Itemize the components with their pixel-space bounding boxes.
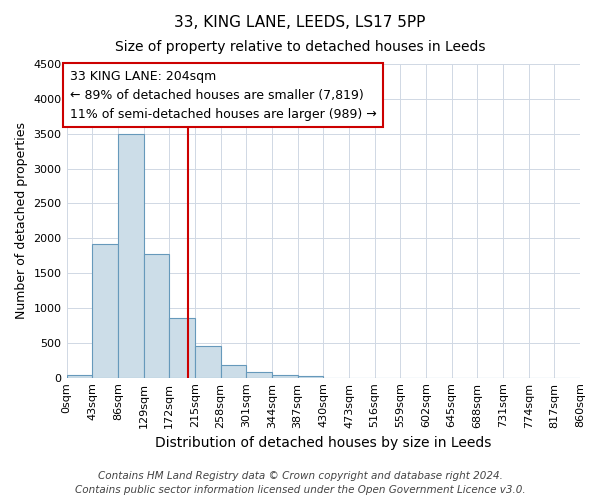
Y-axis label: Number of detached properties: Number of detached properties — [15, 122, 28, 320]
Bar — [221, 365, 246, 378]
Bar — [272, 375, 298, 378]
Bar — [118, 134, 143, 378]
Text: 33 KING LANE: 204sqm
← 89% of detached houses are smaller (7,819)
11% of semi-de: 33 KING LANE: 204sqm ← 89% of detached h… — [70, 70, 376, 120]
Bar — [298, 376, 323, 378]
Bar — [169, 318, 195, 378]
X-axis label: Distribution of detached houses by size in Leeds: Distribution of detached houses by size … — [155, 436, 491, 450]
Bar — [143, 254, 169, 378]
Text: Size of property relative to detached houses in Leeds: Size of property relative to detached ho… — [115, 40, 485, 54]
Bar — [67, 375, 92, 378]
Text: Contains HM Land Registry data © Crown copyright and database right 2024.
Contai: Contains HM Land Registry data © Crown c… — [74, 471, 526, 495]
Text: 33, KING LANE, LEEDS, LS17 5PP: 33, KING LANE, LEEDS, LS17 5PP — [175, 15, 425, 30]
Bar — [246, 372, 272, 378]
Bar — [92, 244, 118, 378]
Bar — [195, 346, 221, 378]
